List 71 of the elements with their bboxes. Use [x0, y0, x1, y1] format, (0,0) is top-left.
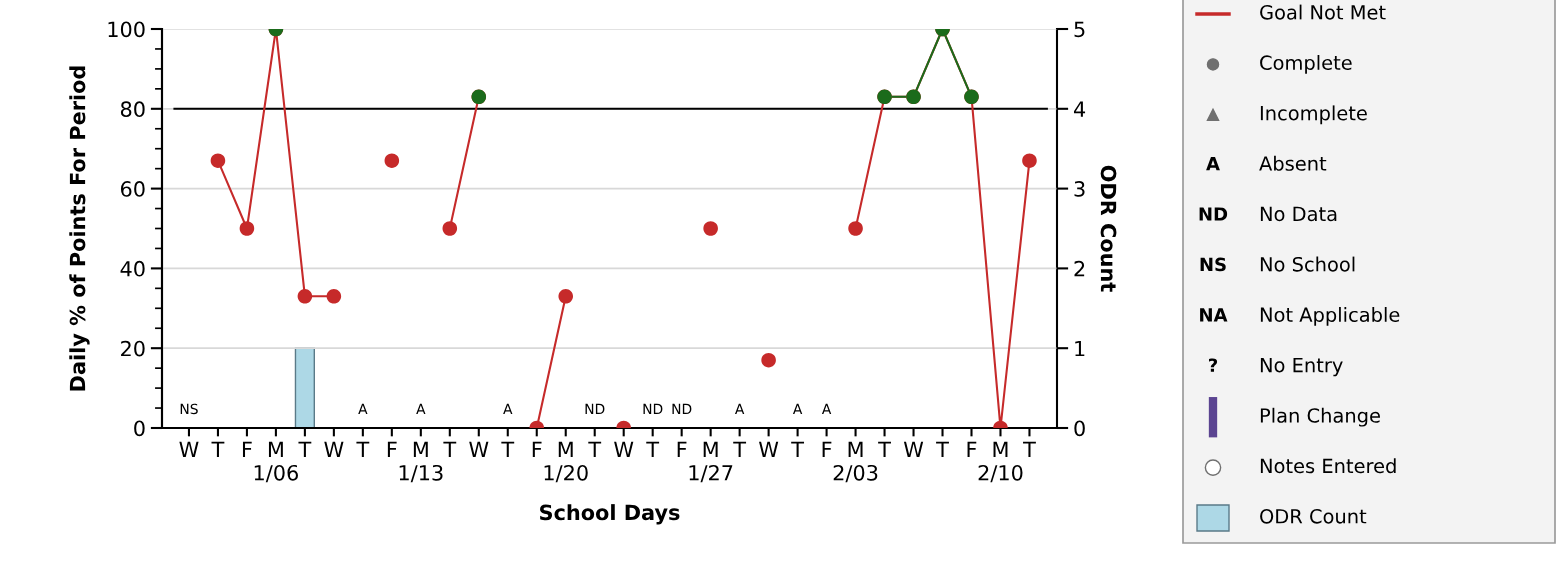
- text: A: [503, 403, 513, 414]
- text: ND: [585, 403, 605, 414]
- y-tick-label: 60: [120, 181, 145, 197]
- y-tick-label: 80: [120, 101, 145, 118]
- legend-label: Plan Change: [1260, 407, 1380, 427]
- text: Absent: [1259, 155, 1327, 171]
- x-tick-label: T: [1023, 441, 1036, 458]
- x-tick-label: T: [356, 441, 370, 458]
- x-tick-label: F: [387, 441, 397, 458]
- x-tick-label: T: [936, 441, 949, 458]
- y-axis-title: Daily % of Points For Period: [69, 66, 90, 391]
- x-tick-label: M 1/13: [399, 441, 443, 483]
- x-tick-label: W: [469, 441, 489, 458]
- x-tick-label: M 1/20: [544, 441, 588, 483]
- y2-tick-label: 2: [1074, 260, 1085, 277]
- text: Not Applicable: [1260, 306, 1400, 326]
- legend-label: Incomplete: [1260, 105, 1367, 125]
- text: No Data: [1260, 206, 1337, 222]
- x-axis-title: School Days: [540, 504, 680, 525]
- text: ND: [1199, 207, 1228, 221]
- x-tick-label: W: [614, 441, 634, 458]
- y2-tick-label: 5: [1074, 21, 1085, 38]
- x-tick-label: T: [733, 441, 747, 458]
- x-tick-label: T: [878, 441, 891, 458]
- y2-tick-label: 4: [1073, 101, 1086, 117]
- text: No Entry: [1260, 357, 1343, 377]
- text: ?: [1209, 358, 1218, 372]
- legend-label: ODR Count: [1260, 508, 1367, 524]
- text: A: [734, 403, 745, 414]
- x-tick-label: M 2/03: [833, 441, 878, 483]
- x-tick-label: F: [532, 441, 542, 458]
- y-tick-label: 20: [121, 340, 145, 357]
- x-tick-label: T: [646, 441, 660, 458]
- text: A: [792, 403, 803, 414]
- legend-label: Goal Not Met: [1260, 4, 1386, 20]
- x-tick-label: M 2/10: [978, 441, 1023, 483]
- x-tick-label: M 1/06: [254, 441, 298, 483]
- y-tick-label: 40: [120, 260, 145, 277]
- x-tick-label: F: [242, 441, 252, 458]
- x-tick-label: T: [588, 441, 602, 458]
- text: No School: [1260, 256, 1355, 272]
- text: ND: [672, 403, 692, 414]
- x-tick-label: W: [324, 441, 344, 458]
- x-tick-label: T: [298, 441, 312, 458]
- y2-axis-title: ODR Count: [1100, 165, 1117, 292]
- text: A: [821, 403, 832, 414]
- x-tick-label: W: [903, 441, 924, 458]
- text: NA: [1200, 308, 1228, 322]
- text: A: [1206, 157, 1220, 171]
- x-tick-label: T: [501, 441, 515, 458]
- text: A: [358, 403, 368, 414]
- text: NS: [180, 403, 198, 415]
- legend-label: Complete: [1260, 54, 1352, 74]
- x-tick-label: T: [211, 441, 225, 458]
- x-tick-label: T: [443, 441, 457, 458]
- y-tick-label: 100: [108, 21, 145, 38]
- x-tick-label: F: [967, 441, 977, 458]
- x-tick-label: F: [677, 441, 687, 458]
- y2-tick-label: 1: [1075, 340, 1085, 357]
- x-tick-label: T: [791, 441, 805, 458]
- text: A: [416, 403, 426, 414]
- x-tick-label: W: [759, 441, 779, 458]
- x-tick-label: M 1/27: [689, 441, 733, 483]
- x-tick-label: W: [179, 441, 199, 458]
- text: ND: [643, 403, 663, 414]
- y2-tick-label: 3: [1074, 181, 1085, 197]
- y-tick-label: 0: [134, 420, 145, 437]
- x-tick-label: F: [822, 441, 832, 458]
- legend-label: Notes Entered: [1260, 458, 1396, 474]
- y2-tick-label: 0: [1074, 420, 1085, 437]
- text: NS: [1200, 257, 1226, 272]
